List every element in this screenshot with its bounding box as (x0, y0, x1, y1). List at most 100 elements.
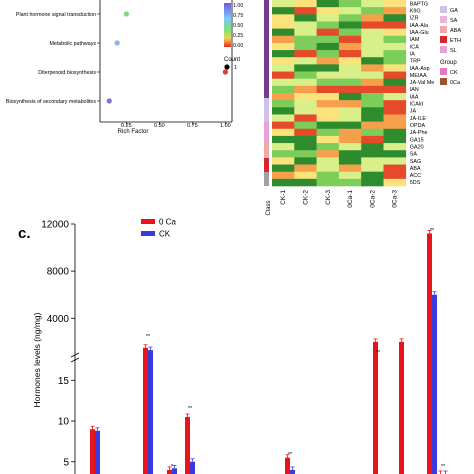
heatmap-cell (361, 42, 384, 51)
heatmap-cell (338, 128, 362, 137)
heatmap-cell (316, 93, 340, 101)
pathway-label: Biosynthesis of secondary metabolites (6, 99, 96, 105)
class-legend-label: ETH (450, 38, 461, 44)
class-legend-label: SA (450, 18, 458, 24)
heatmap-cell (316, 107, 340, 115)
bar-y-tick: 4000 (47, 314, 70, 325)
heatmap-cell (316, 35, 340, 44)
heatmap-cell (338, 171, 362, 180)
enrichment-dot (106, 98, 112, 104)
heatmap-row-label: ABA (410, 166, 421, 172)
heatmap-cell (383, 171, 407, 180)
heatmap-row-label: IAM (410, 37, 420, 43)
heatmap-cell (316, 14, 340, 22)
heatmap-cell (338, 64, 362, 72)
significance-mark: ** (376, 350, 381, 356)
heatmap-cell (338, 21, 362, 29)
heatmap-cell (294, 78, 317, 87)
class-legend-swatch (440, 46, 447, 53)
group-legend-label: CK (450, 70, 458, 76)
heatmap-cell (383, 64, 407, 72)
heatmap-cell (338, 114, 362, 122)
heatmap-cell (361, 85, 384, 94)
heatmap-cell (316, 114, 340, 122)
heatmap-cell (294, 85, 317, 94)
heatmap-cell (361, 135, 384, 144)
heatmap-cell (361, 64, 384, 72)
heatmap-row-label: ICA (410, 44, 419, 50)
heatmap-cell (294, 21, 317, 29)
count-legend-title: Count (224, 57, 240, 63)
class-strip (264, 0, 269, 186)
significance-mark: * (171, 464, 174, 470)
count-legend-dot (224, 64, 230, 70)
colorbar-label: 0.75 (233, 13, 243, 19)
bar-y-tick: 5 (63, 457, 69, 468)
bar (399, 341, 404, 474)
bar (427, 233, 432, 474)
heatmap-cell (338, 107, 362, 115)
pathway-label: Plant hormone signal transduction (16, 12, 96, 18)
heatmap-cell (272, 93, 295, 101)
heatmap-cell (294, 178, 317, 187)
heatmap-cell (272, 71, 295, 79)
heatmap-cell (272, 164, 295, 172)
heatmap-cell (272, 171, 295, 180)
class-legend-label: SL (450, 48, 457, 54)
heatmap-row-label: IAN (410, 87, 419, 93)
heatmap-col-label: 0Ca-3 (392, 190, 399, 208)
heatmap-cell (294, 28, 317, 37)
bar-y-tick: 10 (58, 417, 70, 428)
heatmap-cell (316, 178, 340, 187)
heatmap-row-label: K9G (410, 9, 421, 15)
heatmap-row-label: GA15 (410, 137, 424, 143)
bar (95, 430, 100, 474)
heatmap-col-label: CK-2 (302, 190, 309, 205)
heatmap-cell (316, 143, 340, 151)
class-legend-swatch (440, 36, 447, 43)
heatmap-cell (272, 143, 295, 151)
heatmap-cell (361, 107, 384, 115)
enrichment-x-tick: 0.25 (121, 123, 132, 129)
class-legend-label: GA (450, 8, 458, 14)
heatmap-row-label: JA-ILE (410, 116, 427, 122)
group-legend-title: Group (440, 60, 457, 66)
enrichment-x-tick: 0.50 (154, 123, 165, 129)
significance-mark: ** (146, 334, 151, 340)
heatmap-cell (383, 107, 407, 115)
heatmap-col-label: CK-1 (280, 190, 287, 205)
bar-legend-label: CK (159, 230, 171, 239)
heatmap-cell (361, 21, 384, 29)
bar (143, 347, 148, 474)
heatmap-cell (338, 14, 362, 22)
heatmap-cell (361, 171, 384, 180)
bar-y-tick: 8000 (47, 267, 70, 278)
heatmap-cell (272, 50, 295, 58)
heatmap-cell (383, 7, 407, 15)
heatmap-cell (316, 7, 340, 15)
heatmap-cell (361, 14, 384, 22)
heatmap-cell (294, 135, 317, 144)
colorbar (224, 3, 231, 47)
enrichment-x-label: Rich Factor (118, 129, 149, 135)
bar-chart: c. 12000 8000 4000 15 10 5 Hormones levels (n… (18, 218, 448, 474)
count-legend-value: 1 (234, 65, 237, 71)
heatmap-row-label: BAPTG (410, 1, 428, 7)
class-legend-label: ABA (450, 28, 461, 34)
heatmap-cell (338, 7, 362, 15)
heatmap-cell (338, 121, 362, 130)
heatmap-cell (272, 0, 295, 8)
heatmap-cell (294, 157, 317, 165)
heatmap-cell (383, 50, 407, 58)
heatmap-cell (383, 28, 407, 37)
heatmap-cell (361, 57, 384, 65)
heatmap-row-label: JA-Val Me (410, 80, 434, 86)
heatmap-cell (316, 128, 340, 137)
heatmap-cell (338, 50, 362, 58)
heatmap-cell (338, 150, 362, 158)
heatmap-col-label: 0Ca-2 (369, 190, 376, 208)
heatmap-cell (316, 135, 340, 144)
heatmap-cell (383, 100, 407, 108)
heatmap-cell (272, 64, 295, 72)
heatmap-col-label: 0Ca-1 (347, 190, 354, 208)
